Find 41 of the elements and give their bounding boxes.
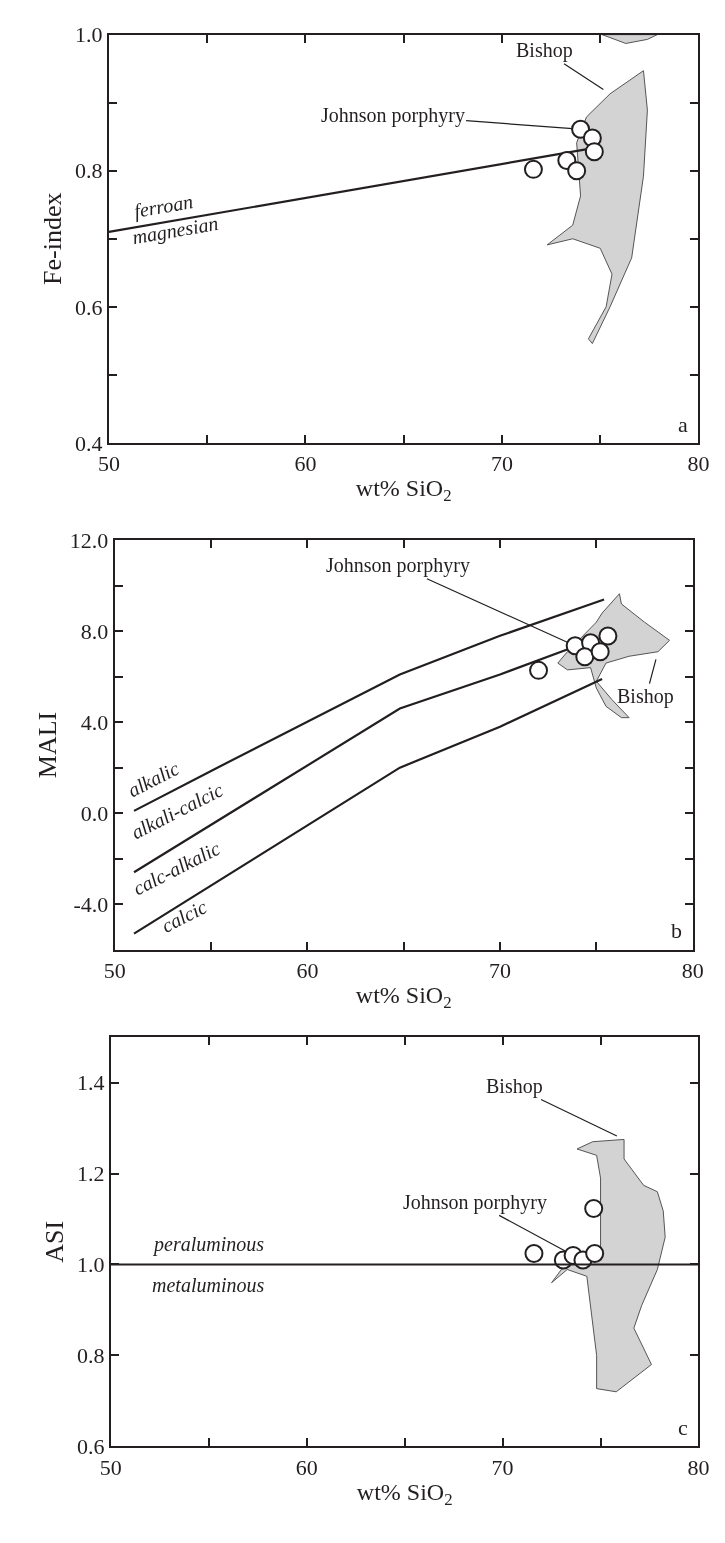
annotation: c <box>678 1415 688 1440</box>
y-tick-label: 0.6 <box>75 294 103 320</box>
x-tick-label: 60 <box>294 451 317 477</box>
y-tick-label: -4.0 <box>73 891 109 917</box>
annotation: calcic <box>157 895 211 937</box>
x-tick-label: 70 <box>490 451 513 477</box>
y-axis-title: MALI <box>32 711 62 779</box>
annotation: Bishop <box>617 685 674 708</box>
annotation: b <box>671 918 682 943</box>
x-axis-title: wt% SiO$_{2}$ <box>355 475 452 506</box>
y-tick-label: 0.8 <box>76 1343 105 1369</box>
x-tick-label: 80 <box>687 1454 710 1480</box>
annotation: ferroan <box>132 190 195 223</box>
y-tick-label: 0.8 <box>75 158 103 184</box>
annotation: Johnson porphyry <box>403 1191 547 1214</box>
annotation: a <box>678 412 688 437</box>
annotation: Bishop <box>516 39 573 62</box>
x-tick-label: 60 <box>296 957 319 983</box>
y-tick-label: 4.0 <box>80 709 109 735</box>
y-tick-label: 1.2 <box>76 1161 105 1187</box>
y-axis-title: ASI <box>39 1220 69 1263</box>
x-axis-title: wt% SiO$_{2}$ <box>355 981 452 1012</box>
x-tick-label: 70 <box>489 957 512 983</box>
y-tick-label: 0.0 <box>80 800 109 826</box>
x-tick-label: 70 <box>491 1454 514 1480</box>
x-tick-label: 80 <box>681 957 704 983</box>
y-tick-label: 12.0 <box>69 528 109 553</box>
x-axis-title: wt% SiO$_{2}$ <box>356 1478 453 1509</box>
x-tick-label: 50 <box>103 957 126 983</box>
x-tick-label: 80 <box>687 451 710 477</box>
y-tick-label: 1.4 <box>76 1070 105 1096</box>
x-tick-label: 60 <box>295 1454 318 1480</box>
y-axis-title: Fe-index <box>37 192 67 285</box>
annotation: Johnson porphyry <box>326 554 470 577</box>
annotation: Bishop <box>486 1075 543 1098</box>
y-tick-label: 8.0 <box>80 618 109 644</box>
annotation: Johnson porphyry <box>321 104 465 127</box>
annotation: peraluminous <box>152 1233 265 1256</box>
annotation: metaluminous <box>152 1274 265 1296</box>
y-tick-label: 1.0 <box>75 22 103 48</box>
y-tick-label: 1.0 <box>76 1252 105 1278</box>
